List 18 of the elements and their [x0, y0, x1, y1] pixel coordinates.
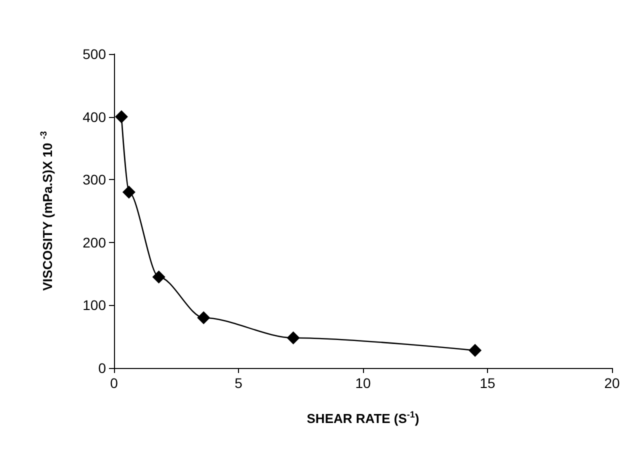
y-tick-label: 500: [82, 46, 106, 62]
y-tick-label: 300: [82, 172, 106, 188]
x-tick-label: 10: [355, 375, 371, 391]
y-axis-title: VISCOSITY (mPa.S)X 10 -3: [38, 131, 55, 291]
point: [286, 331, 300, 344]
point: [468, 344, 482, 357]
point: [197, 311, 210, 324]
y-tick-label: 100: [82, 297, 106, 314]
point: [152, 270, 166, 284]
point: [114, 110, 128, 124]
y-tick-label: 0: [98, 360, 106, 376]
x-tick-label: 15: [480, 375, 496, 391]
x-tick-label: 20: [604, 375, 620, 391]
x-tick-label: 5: [234, 375, 243, 391]
y-tick-label: 400: [82, 108, 106, 125]
point: [122, 186, 136, 199]
x-tick-label: 0: [110, 375, 118, 391]
y-tick-label: 200: [82, 234, 106, 250]
